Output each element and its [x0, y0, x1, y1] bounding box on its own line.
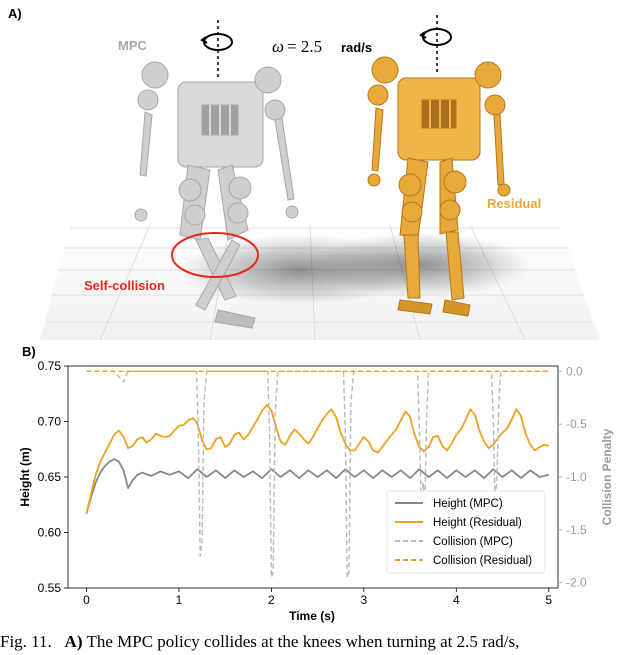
self-collision-ellipse — [171, 232, 259, 278]
caption-text: The MPC policy collides at the knees whe… — [86, 632, 520, 651]
height-collision-chart: B) 0.55 0.60 0.65 0.70 0.75 0.0 -0.5 -1.0 -1.5 -… — [18, 344, 614, 623]
omega-unit: rad/s — [341, 40, 372, 55]
rotation-arrow-icon — [200, 33, 233, 51]
figure-caption: Fig. 11. A) The MPC policy collides at t… — [0, 632, 640, 652]
omega-symbol: ω — [272, 37, 284, 56]
x-tick-label: 5 — [545, 593, 552, 607]
rendered-scene: A) MPC Residual Self-collision ω = 2.5 r… — [8, 6, 600, 340]
legend-label: Collision (MPC) — [433, 536, 513, 548]
omega-value: = 2.5 — [287, 37, 322, 56]
y2-tick-label: -1.0 — [566, 470, 587, 484]
robot-residual — [367, 56, 511, 317]
y2-tick-label: -1.5 — [566, 523, 587, 537]
legend-box — [386, 490, 546, 574]
x-tick-label: 2 — [268, 593, 275, 607]
caption-bold: A) — [64, 632, 83, 651]
legend-label: Collision (Residual) — [433, 555, 532, 567]
panel-b-label: B) — [22, 344, 36, 359]
y2-tick-label: 0.0 — [566, 364, 583, 378]
legend-label: Height (MPC) — [433, 498, 503, 510]
label-residual: Residual — [487, 196, 541, 211]
x-axis-label: Time (s) — [289, 609, 335, 623]
rotation-arrow-icon — [419, 28, 452, 46]
y-tick-label: 0.55 — [38, 581, 62, 595]
y-tick-label: 0.70 — [38, 415, 62, 429]
series-line-height-residual — [85, 403, 550, 514]
x-tick-label: 0 — [83, 593, 90, 607]
panel-a-label: A) — [8, 6, 22, 21]
y-tick-label: 0.75 — [38, 359, 62, 373]
robot-mpc — [134, 61, 299, 329]
legend-label: Height (Residual) — [433, 517, 522, 529]
y2-tick-label: -2.0 — [566, 576, 587, 590]
caption-prefix: Fig. 11. — [0, 632, 52, 651]
x-tick-label: 3 — [361, 593, 368, 607]
y-axis-label: Height (m) — [18, 447, 32, 506]
series-line-height-mpc — [85, 458, 550, 514]
chart-legend: Height (MPC) Height (Residual) Collision (… — [386, 490, 546, 574]
label-mpc: MPC — [118, 38, 148, 53]
y2-axis-label: Collision Penalty — [600, 428, 614, 525]
label-self-collision: Self-collision — [84, 278, 165, 293]
y-tick-label: 0.60 — [38, 526, 62, 540]
x-tick-label: 1 — [176, 593, 183, 607]
y2-tick-label: -0.5 — [566, 417, 587, 431]
robot-shadow-residual — [310, 233, 530, 297]
x-tick-label: 4 — [453, 593, 460, 607]
y-tick-label: 0.65 — [38, 470, 62, 484]
